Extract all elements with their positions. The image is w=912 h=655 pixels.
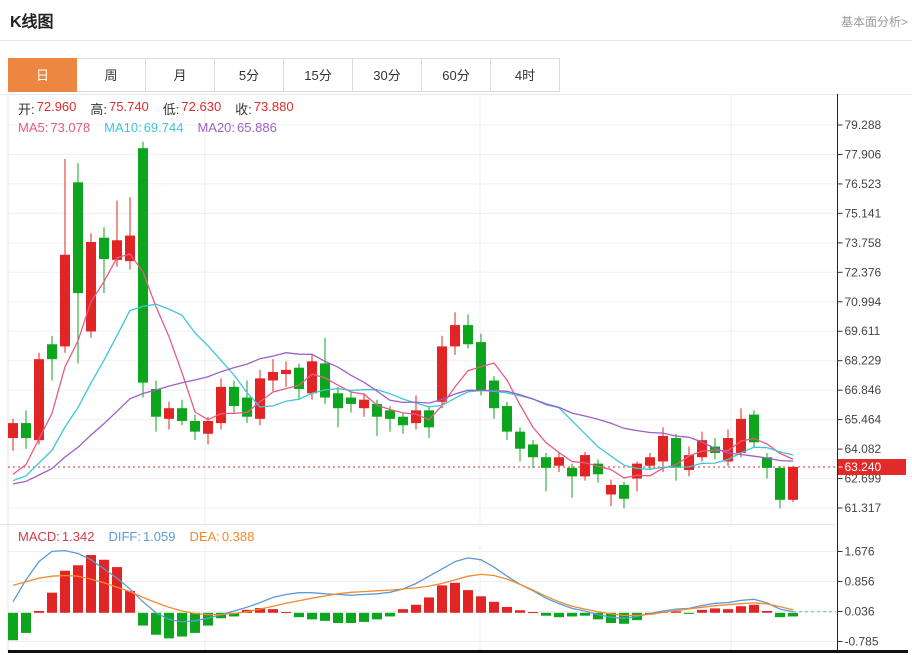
axis-tick-label: 0.036	[845, 604, 875, 618]
ohlc-readout: 开: 72.960 高: 75.740 低: 72.630 收: 73.880	[18, 99, 294, 118]
ma20-value: MA20: 65.886	[197, 120, 277, 135]
tab-interval-3[interactable]: 5分	[215, 58, 284, 92]
axis-tick-label: 75.141	[845, 206, 882, 220]
ma5-line	[12, 253, 794, 479]
axis-tick-label: 76.523	[845, 177, 882, 191]
ohlc-open: 开: 72.960	[18, 99, 77, 117]
ma5-value: MA5: 73.078	[18, 120, 91, 135]
ohlc-close: 收: 73.880	[235, 99, 294, 117]
axis-tick-label: 70.994	[845, 295, 882, 309]
tab-interval-4[interactable]: 15分	[284, 58, 353, 92]
axis-tick-label: 64.082	[845, 442, 882, 456]
candles	[8, 141, 798, 509]
axis-tick-label: 77.906	[845, 147, 882, 161]
axis-tick-label: 68.229	[845, 354, 882, 368]
last-price-badge: 63.240	[838, 459, 906, 476]
axis-tick-label: 62.699	[845, 472, 882, 486]
dea-value: DEA: 0.388	[189, 529, 255, 544]
ma20-line	[12, 352, 794, 485]
ma10-value: MA10: 69.744	[104, 120, 184, 135]
macd-histogram	[8, 555, 798, 641]
ma10-line	[12, 303, 794, 482]
tab-interval-2[interactable]: 月	[146, 58, 215, 92]
axis-tick-label: 79.288	[845, 118, 882, 132]
macd-readout: MACD: 1.342 DIFF: 1.059 DEA: 0.388	[18, 529, 254, 544]
axis-tick-label: 61.317	[845, 501, 882, 515]
axis-tick-label: -0.785	[845, 635, 879, 649]
axis-tick-label: 69.611	[845, 324, 881, 338]
macd-value: MACD: 1.342	[18, 529, 95, 544]
fundamental-analysis-link[interactable]: 基本面分析>	[840, 15, 908, 29]
dea-line	[12, 573, 794, 617]
title-divider	[0, 40, 912, 41]
page-title: K线图	[10, 14, 54, 31]
tab-interval-7[interactable]: 4时	[491, 58, 560, 92]
axis-tick-label: 73.758	[845, 236, 882, 250]
tab-interval-0[interactable]: 日	[8, 58, 77, 92]
ma-readout: MA5: 73.078 MA10: 69.744 MA20: 65.886	[18, 120, 277, 135]
ohlc-low: 低: 72.630	[162, 99, 222, 117]
axis-tick-label: 66.846	[845, 383, 882, 397]
axis-tick-label: 72.376	[845, 265, 882, 279]
ohlc-high: 高: 75.740	[90, 99, 149, 117]
diff-value: DIFF: 1.059	[108, 529, 176, 544]
svg-text:63.240: 63.240	[845, 460, 882, 474]
tab-interval-5[interactable]: 30分	[353, 58, 422, 92]
axis-tick-label: 1.676	[845, 545, 875, 559]
tab-interval-1[interactable]: 周	[77, 58, 146, 92]
axis-tick-label: 65.464	[845, 413, 882, 427]
tab-interval-6[interactable]: 60分	[422, 58, 491, 92]
interval-tabs: 日周月 5分 15分 30分 60分 4时	[8, 58, 560, 92]
axis-tick-label: 0.856	[845, 574, 875, 588]
